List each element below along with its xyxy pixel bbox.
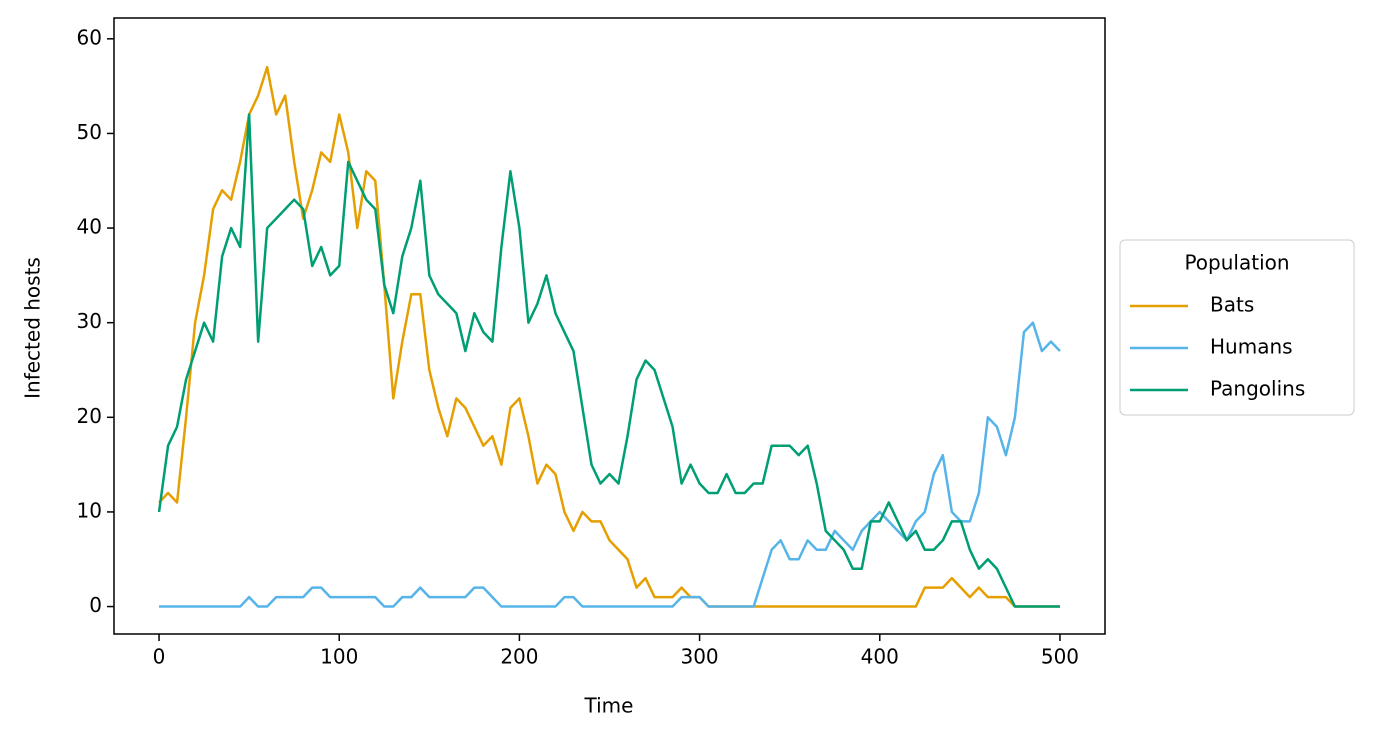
x-tick-label: 100 [320, 645, 358, 669]
series-line [159, 321, 1061, 608]
x-tick-label: 500 [1041, 645, 1079, 669]
legend-label: Humans [1210, 335, 1293, 359]
legend-label: Pangolins [1210, 377, 1305, 401]
x-tick-label: 0 [153, 645, 166, 669]
y-tick-label: 0 [89, 593, 102, 617]
x-tick-label: 400 [861, 645, 899, 669]
legend-label: Bats [1210, 293, 1254, 317]
y-axis-label: Infected hosts [21, 257, 45, 399]
series-line [158, 65, 1060, 608]
y-tick-label: 10 [77, 498, 102, 522]
y-tick-label: 20 [77, 404, 102, 428]
x-tick-label: 300 [680, 645, 718, 669]
x-tick-label: 200 [500, 645, 538, 669]
y-tick-label: 60 [77, 25, 102, 49]
legend-title: Population [1184, 251, 1289, 275]
series-line [157, 113, 1060, 608]
y-tick-label: 30 [77, 309, 102, 333]
y-tick-label: 40 [77, 215, 102, 239]
legend-box [1119, 239, 1355, 416]
plot-frame [113, 17, 1106, 635]
y-tick-label: 50 [77, 120, 102, 144]
x-axis-label: Time [584, 694, 634, 718]
